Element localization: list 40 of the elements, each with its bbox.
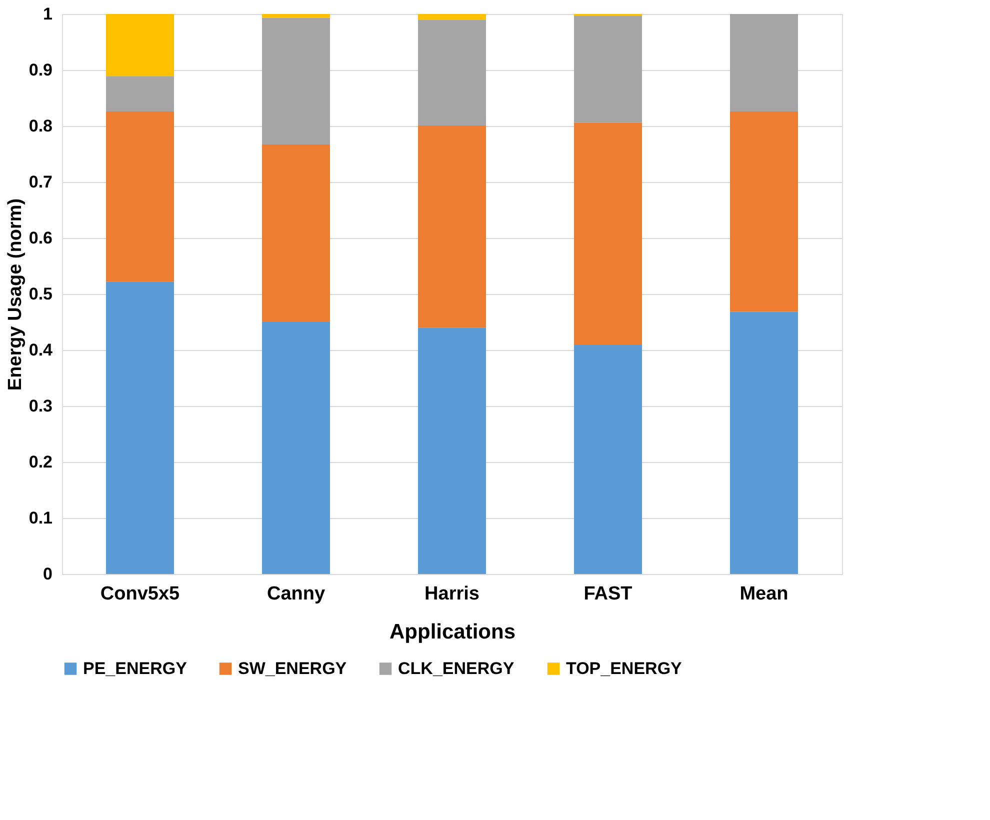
bar xyxy=(730,111,798,312)
y-tick-label: 0.2 xyxy=(28,452,52,472)
x-tick-label: Mean xyxy=(740,584,788,604)
bar xyxy=(106,76,174,112)
bar xyxy=(418,125,486,328)
y-axis-title: Energy Usage (norm) xyxy=(4,198,26,391)
bar xyxy=(418,20,486,126)
x-tick-label: Harris xyxy=(424,584,480,604)
bar xyxy=(262,18,330,144)
y-tick-label: 0.3 xyxy=(28,396,52,416)
y-tick-label: 0.8 xyxy=(28,116,52,136)
bar xyxy=(106,282,174,574)
legend-label: SW_ENERGY xyxy=(238,658,348,678)
y-tick-label: 0.5 xyxy=(28,284,52,304)
legend-label: TOP_ENERGY xyxy=(566,658,683,678)
bar xyxy=(106,14,174,76)
bar xyxy=(574,122,642,345)
legend-label: PE_ENERGY xyxy=(83,658,188,678)
y-tick-label: 0.4 xyxy=(28,340,54,360)
bar xyxy=(418,328,486,574)
y-tick-label: 0.9 xyxy=(28,60,52,80)
y-tick-label: 0 xyxy=(43,564,52,584)
bar xyxy=(730,312,798,574)
bar xyxy=(574,344,642,574)
bar xyxy=(730,14,798,112)
x-tick-label: FAST xyxy=(584,584,633,604)
bar xyxy=(262,144,330,322)
bar xyxy=(574,16,642,123)
bar xyxy=(262,322,330,574)
y-tick-label: 1 xyxy=(43,4,52,24)
x-axis-title: Applications xyxy=(389,620,516,644)
x-tick-label: Conv5x5 xyxy=(100,584,180,604)
x-tick-label: Canny xyxy=(266,584,326,604)
y-tick-label: 0.7 xyxy=(28,172,52,192)
y-tick-label: 0.6 xyxy=(28,228,52,248)
bar xyxy=(418,14,486,20)
bar xyxy=(262,14,330,18)
y-tick-label: 0.1 xyxy=(28,508,52,528)
bar xyxy=(106,111,174,282)
legend-label: CLK_ENERGY xyxy=(398,658,515,678)
